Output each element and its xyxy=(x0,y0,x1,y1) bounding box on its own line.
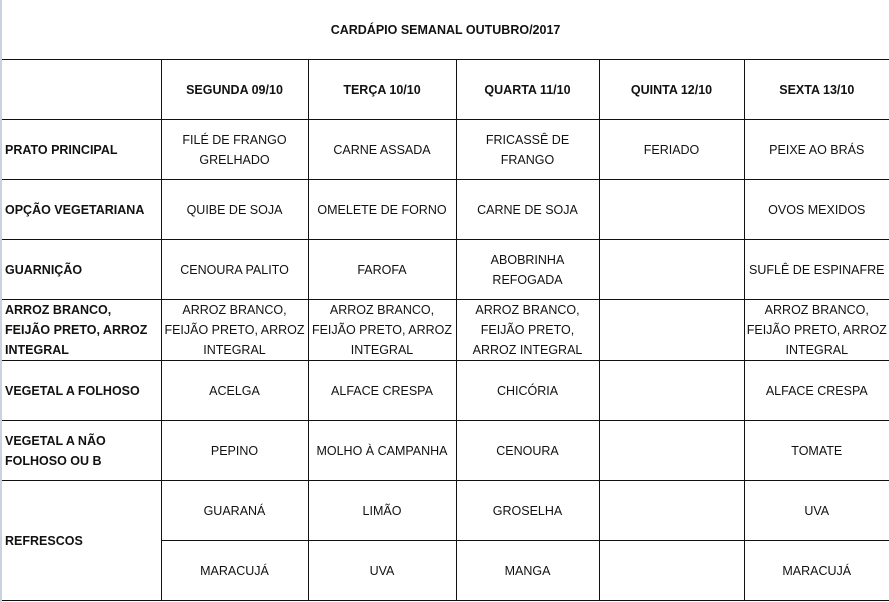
day-header: TERÇA 10/10 xyxy=(307,59,457,120)
header-row: SEGUNDA 09/10 TERÇA 10/10 QUARTA 11/10 QUIN… xyxy=(2,59,889,120)
drink-cell: GROSELHA xyxy=(455,480,600,541)
drink-cell: UVA xyxy=(743,480,889,541)
row-label: PRATO PRINCIPAL xyxy=(2,119,162,180)
menu-cell: ALFACE CRESPA xyxy=(307,360,457,421)
table-row-refrescos: MARACUJÁ UVA MANGA MARACUJÁ xyxy=(2,540,889,601)
menu-cell: SUFLÊ DE ESPINAFRE xyxy=(743,239,889,300)
menu-cell: ARROZ BRANCO, FEIJÃO PRETO, ARROZ INTEGR… xyxy=(455,299,600,361)
menu-cell xyxy=(598,299,745,361)
menu-cell: PEIXE AO BRÁS xyxy=(743,119,889,180)
table-row: VEGETAL A NÃO FOLHOSO OU B PEPINO MOLHO À … xyxy=(2,420,889,481)
table-row: GUARNIÇÃO CENOURA PALITO FAROFA ABOBRINHA R… xyxy=(2,239,889,300)
drink-cell xyxy=(598,540,745,601)
row-label: ARROZ BRANCO, FEIJÃO PRETO, ARROZ INTEGR… xyxy=(2,299,162,361)
row-label: VEGETAL A FOLHOSO xyxy=(2,360,162,421)
menu-cell: QUIBE DE SOJA xyxy=(160,179,309,240)
table-row: ARROZ BRANCO, FEIJÃO PRETO, ARROZ INTEGR… xyxy=(2,299,889,361)
menu-cell: CENOURA PALITO xyxy=(160,239,309,300)
drink-cell: MANGA xyxy=(455,540,600,601)
day-header: QUARTA 11/10 xyxy=(455,59,600,120)
menu-cell xyxy=(598,179,745,240)
menu-cell: CHICÓRIA xyxy=(455,360,600,421)
table-row: PRATO PRINCIPAL FILÉ DE FRANGO GRELHADO CA… xyxy=(2,119,889,180)
table-row: OPÇÃO VEGETARIANA QUIBE DE SOJA OMELETE DE… xyxy=(2,179,889,240)
drink-cell: MARACUJÁ xyxy=(743,540,889,601)
menu-cell: TOMATE xyxy=(743,420,889,481)
row-label: GUARNIÇÃO xyxy=(2,239,162,300)
menu-cell: FAROFA xyxy=(307,239,457,300)
corner-cell xyxy=(2,59,162,120)
menu-cell: PEPINO xyxy=(160,420,309,481)
menu-cell: ARROZ BRANCO, FEIJÃO PRETO, ARROZ INTEGR… xyxy=(743,299,889,361)
menu-cell: ABOBRINHA REFOGADA xyxy=(455,239,600,300)
drink-cell: UVA xyxy=(307,540,457,601)
menu-cell: OVOS MEXIDOS xyxy=(743,179,889,240)
menu-cell: CARNE ASSADA xyxy=(307,119,457,180)
menu-cell: CENOURA xyxy=(455,420,600,481)
row-label: REFRESCOS xyxy=(2,480,162,601)
drink-cell: LIMÃO xyxy=(307,480,457,541)
menu-cell xyxy=(598,420,745,481)
drink-cell xyxy=(598,480,745,541)
drink-cell: GUARANÁ xyxy=(160,480,309,541)
table-row-refrescos: REFRESCOS GUARANÁ LIMÃO GROSELHA UVA xyxy=(2,480,889,601)
menu-cell: CARNE DE SOJA xyxy=(455,179,600,240)
menu-cell: FRICASSÊ DE FRANGO xyxy=(455,119,600,180)
page-title: CARDÁPIO SEMANAL OUTUBRO/2017 xyxy=(2,0,889,60)
row-label: OPÇÃO VEGETARIANA xyxy=(2,179,162,240)
menu-cell xyxy=(598,360,745,421)
menu-cell: OMELETE DE FORNO xyxy=(307,179,457,240)
day-header: SEGUNDA 09/10 xyxy=(160,59,309,120)
menu-cell: MOLHO À CAMPANHA xyxy=(307,420,457,481)
menu-cell: ACELGA xyxy=(160,360,309,421)
menu-cell xyxy=(598,239,745,300)
menu-cell: ALFACE CRESPA xyxy=(743,360,889,421)
menu-cell: ARROZ BRANCO, FEIJÃO PRETO, ARROZ INTEGR… xyxy=(160,299,309,361)
menu-cell: FERIADO xyxy=(598,119,745,180)
table-row: VEGETAL A FOLHOSO ACELGA ALFACE CRESPA CHIC… xyxy=(2,360,889,421)
row-label: VEGETAL A NÃO FOLHOSO OU B xyxy=(2,420,162,481)
menu-cell: FILÉ DE FRANGO GRELHADO xyxy=(160,119,309,180)
day-header: QUINTA 12/10 xyxy=(598,59,745,120)
menu-cell: ARROZ BRANCO, FEIJÃO PRETO, ARROZ INTEGR… xyxy=(307,299,457,361)
day-header: SEXTA 13/10 xyxy=(743,59,889,120)
drink-cell: MARACUJÁ xyxy=(160,540,309,601)
